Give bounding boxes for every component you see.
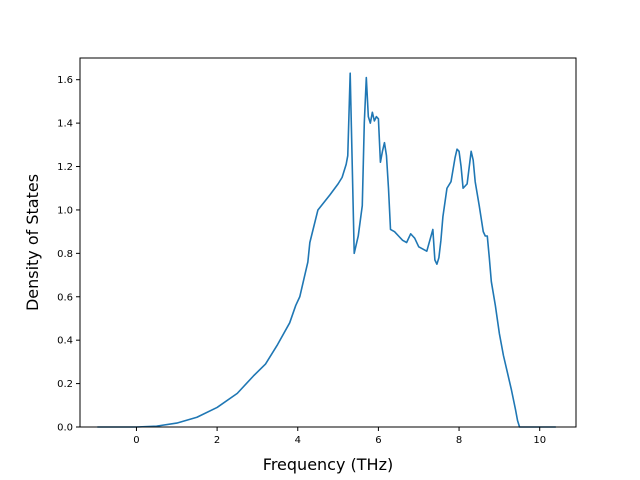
y-tick-label: 0.4 [57,336,73,347]
x-axis: 0 2 4 6 8 10 [133,427,546,446]
y-tick-label: 1.6 [57,75,73,86]
x-tick-label: 4 [295,435,301,446]
y-axis-label: Density of States [23,174,42,311]
x-tick-label: 0 [133,435,139,446]
y-tick-label: 0.6 [57,292,73,303]
dos-series-line-0 [97,72,556,428]
y-tick-label: 0.2 [57,379,73,390]
x-tick-label: 10 [533,435,546,446]
x-tick-label: 6 [375,435,381,446]
x-tick-label: 8 [456,435,462,446]
axes-frame [79,57,577,428]
y-tick-label: 1.4 [57,119,73,130]
y-tick-label: 1.0 [57,205,73,216]
y-tick-label: 1.2 [57,162,73,173]
y-tick-label: 0.8 [57,249,73,260]
y-axis: 0.0 0.2 0.4 0.6 0.8 1.0 1.2 1.4 1.6 [57,75,80,434]
x-tick-label: 2 [214,435,220,446]
x-axis-label: Frequency (THz) [263,455,393,474]
y-tick-label: 0.0 [57,423,73,434]
